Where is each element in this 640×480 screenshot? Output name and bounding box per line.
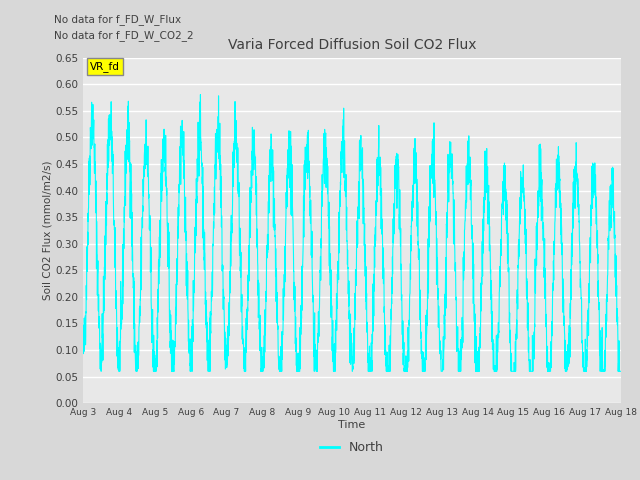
X-axis label: Time: Time <box>339 420 365 430</box>
Text: VR_fd: VR_fd <box>90 60 120 72</box>
Text: No data for f_FD_W_CO2_2: No data for f_FD_W_CO2_2 <box>54 30 194 41</box>
Text: No data for f_FD_W_Flux: No data for f_FD_W_Flux <box>54 13 182 24</box>
Legend: North: North <box>315 436 389 459</box>
Y-axis label: Soil CO2 Flux (mmol/m2/s): Soil CO2 Flux (mmol/m2/s) <box>42 161 52 300</box>
Title: Varia Forced Diffusion Soil CO2 Flux: Varia Forced Diffusion Soil CO2 Flux <box>228 38 476 52</box>
